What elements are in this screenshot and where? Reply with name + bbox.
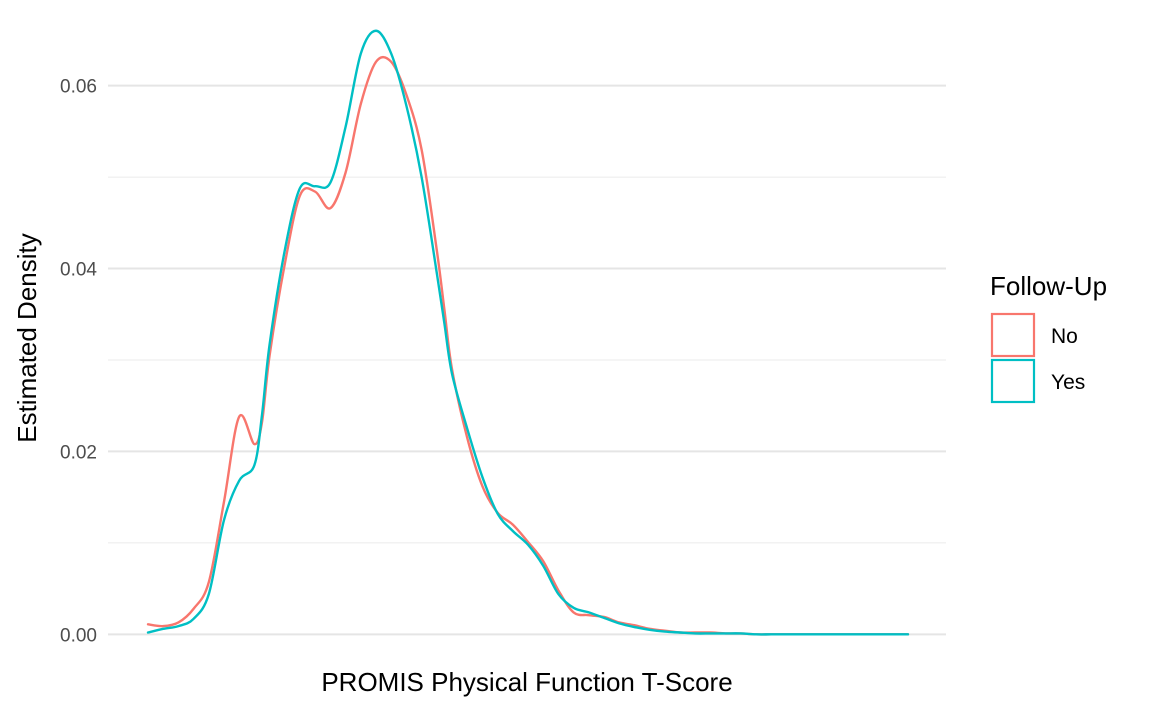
legend-label-no: No xyxy=(1051,325,1078,348)
y-tick-label: 0.06 xyxy=(60,77,97,98)
y-tick-label: 0.02 xyxy=(60,442,97,463)
density-curve-no xyxy=(146,55,910,636)
legend-key-no xyxy=(990,312,1036,358)
legend-label-yes: Yes xyxy=(1051,371,1085,394)
density-curves xyxy=(146,29,910,636)
legend-title: Follow-Up xyxy=(990,271,1107,301)
gridlines xyxy=(108,84,946,636)
y-axis-tick-labels: 0.00 0.02 0.04 0.06 xyxy=(60,77,97,647)
x-axis-title: PROMIS Physical Function T-Score xyxy=(321,667,732,697)
legend: Follow-Up No Yes xyxy=(990,271,1107,404)
y-tick-label: 0.04 xyxy=(60,260,97,281)
y-axis-title: Estimated Density xyxy=(12,233,42,443)
y-tick-label: 0.00 xyxy=(60,625,97,646)
density-curve-yes xyxy=(146,29,910,636)
legend-key-yes xyxy=(990,358,1036,404)
